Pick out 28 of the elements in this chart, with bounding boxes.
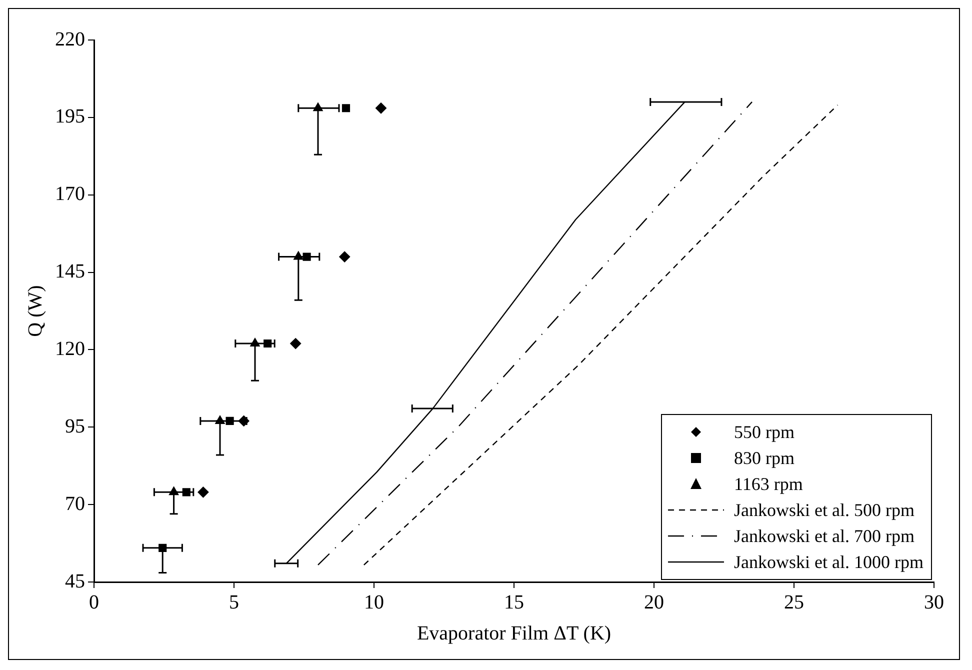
legend-label: Jankowski et al. 700 rpm [734,525,914,548]
y-tick-label: 70 [65,492,85,515]
x-axis-title: Evaporator Film ΔT (K) [416,622,612,644]
x-tick-label: 30 [924,591,944,614]
x-tick-label: 5 [229,591,239,614]
y-tick-label: 120 [55,338,85,360]
y-tick-label: 95 [65,415,85,438]
point [376,102,386,114]
y-tick-label: 170 [55,183,85,206]
legend-label: Jankowski et al. 1000 rpm [734,551,924,574]
legend-label: 830 rpm [734,447,794,470]
legend-label: 550 rpm [734,421,794,444]
y-tick-label: 220 [55,28,85,50]
y-tick-label: 145 [55,260,85,283]
point [342,104,350,112]
point [198,486,209,498]
y-axis-title: Q (W) [24,285,46,337]
x-tick-label: 25 [784,591,804,614]
x-tick-label: 10 [364,591,384,614]
y-tick-label: 195 [55,106,85,128]
x-tick-label: 15 [504,591,524,614]
legend-label: Jankowski et al. 500 rpm [734,499,914,522]
x-tick-label: 20 [644,591,664,614]
legend-label: 1163 rpm [734,473,803,496]
x-tick-label: 0 [89,591,99,614]
y-tick-label: 45 [65,570,85,592]
point [339,251,350,262]
point [290,338,302,350]
